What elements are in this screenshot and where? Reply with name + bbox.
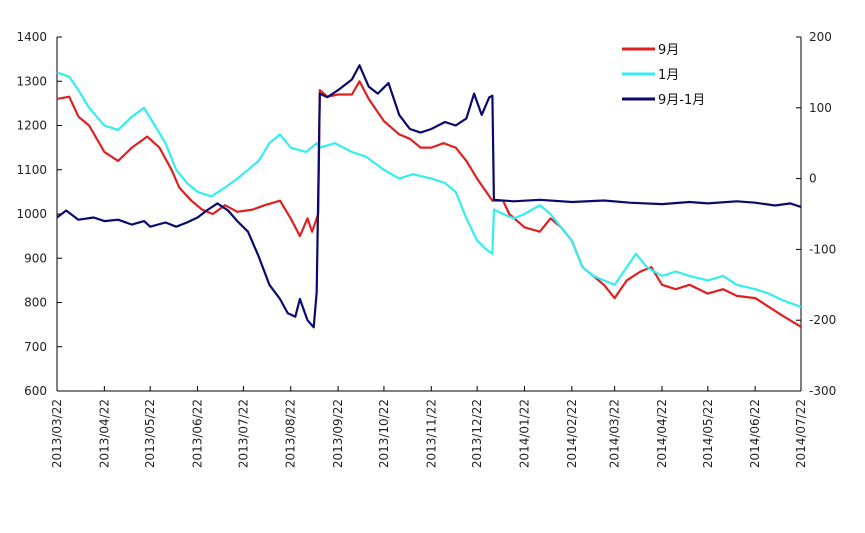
series-line-2 [56,71,802,308]
left-tick-label: 1400 [16,30,47,44]
axes [56,37,802,392]
x-ticks: 2013/03/22 2013/04/22 2013/05/22 2013/06/22… [50,386,808,468]
right-tick-label: 200 [809,30,832,44]
right-tick-label: -300 [809,384,836,398]
x-tick-label: 2014/05/22 [701,399,715,468]
legend-label-1: 9月 [658,43,679,58]
x-tick-label: 2013/11/22 [424,399,438,468]
x-tick-label: 2013/03/22 [50,399,64,468]
series-lines [56,64,802,329]
legend: 9月 1月 9月-1月 [622,43,705,108]
left-tick-label: 600 [24,384,47,398]
x-tick-label: 2013/06/22 [191,399,205,468]
x-tick-label: 2013/12/22 [470,399,484,468]
x-tick-label: 2013/05/22 [143,399,157,468]
right-ticks: -300 -200 -100 0 100 200 [796,30,836,398]
x-tick-label: 2013/04/22 [97,399,111,468]
legend-label-3: 9月-1月 [658,93,705,108]
series-line-1 [56,80,802,328]
x-tick-label: 2014/04/22 [655,399,669,468]
left-tick-label: 1300 [16,74,47,88]
x-tick-label: 2013/10/22 [377,399,391,468]
left-tick-label: 1000 [16,207,47,221]
right-tick-label: 0 [809,172,817,186]
left-tick-label: 700 [24,340,47,354]
series-line-3 [56,64,802,329]
right-tick-label: -200 [809,313,836,327]
right-tick-label: -100 [809,242,836,256]
left-ticks: 600 700 800 900 1000 1100 1200 1300 1400 [16,30,62,398]
left-tick-label: 900 [24,251,47,265]
x-tick-label: 2014/03/22 [608,399,622,468]
x-tick-label: 2014/01/22 [517,399,531,468]
x-tick-label: 2013/07/22 [236,399,250,468]
x-tick-label: 2014/02/22 [565,399,579,468]
legend-label-2: 1月 [658,68,679,83]
left-tick-label: 1200 [16,119,47,133]
left-tick-label: 800 [24,296,47,310]
x-tick-label: 2013/09/22 [331,399,345,468]
x-tick-label: 2013/08/22 [284,399,298,468]
right-tick-label: 100 [809,101,832,115]
left-tick-label: 1100 [16,163,47,177]
x-tick-label: 2014/07/22 [794,399,808,468]
x-tick-label: 2014/06/22 [748,399,762,468]
